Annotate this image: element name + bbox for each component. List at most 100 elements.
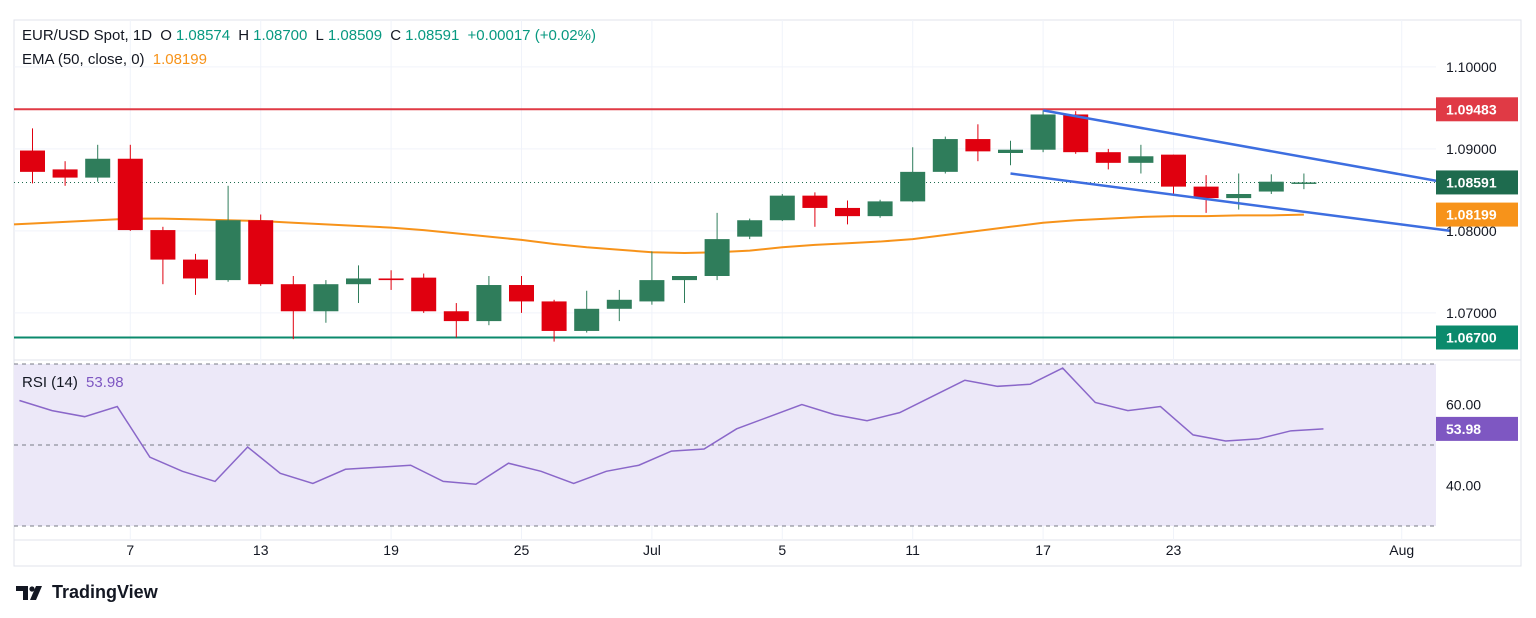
close-label: C	[390, 27, 402, 44]
time-tick-label: 13	[253, 542, 269, 558]
bearish-candle	[150, 226, 176, 285]
candle-body	[1291, 182, 1317, 184]
candle-body	[183, 259, 208, 279]
bullish-candle	[704, 212, 730, 281]
price-tick-label: 1.08000	[1446, 223, 1497, 239]
time-tick-label: 25	[514, 542, 530, 558]
bearish-candle	[835, 200, 860, 225]
bullish-candle	[1030, 110, 1056, 153]
time-tick-label: 23	[1166, 542, 1182, 558]
candle-body	[313, 284, 339, 312]
bullish-candle	[346, 265, 371, 304]
candle-body	[704, 239, 730, 276]
candle-body	[476, 285, 502, 322]
bullish-candle	[1291, 173, 1317, 190]
bullish-candle	[1258, 174, 1284, 194]
bullish-candle	[313, 280, 339, 323]
low-value: 1.08509	[327, 27, 383, 44]
candle-body	[835, 207, 860, 217]
bullish-candle	[1128, 144, 1154, 174]
bullish-candle	[769, 194, 795, 222]
bearish-candle	[117, 144, 143, 231]
support-badge	[1436, 325, 1518, 350]
rsi-badge-label: 53.98	[1446, 421, 1481, 437]
ema-value: 1.08199	[152, 51, 207, 68]
axes: 7 13 19 25 Jul 5 11 17 23 Aug 1.10000 1.09000 1.0800…	[126, 59, 1518, 558]
candle-body	[802, 195, 828, 208]
bearish-candle	[248, 214, 274, 286]
candle-body	[574, 308, 600, 331]
resistance-badge	[1436, 97, 1518, 122]
candle-body	[411, 277, 437, 312]
rsi-line	[19, 367, 1324, 486]
last-price-badge	[1436, 170, 1518, 195]
candle-body	[932, 139, 958, 172]
bearish-candle	[1193, 175, 1219, 213]
symbol-title: EUR/USD Spot, 1D	[22, 27, 153, 44]
bearish-candle	[965, 124, 991, 162]
change-value: +0.00017 (+0.02%)	[467, 27, 596, 44]
time-tick-label: Aug	[1389, 542, 1414, 558]
rsi-badge	[1436, 416, 1518, 441]
candle-body	[52, 169, 78, 178]
candle-body	[1226, 194, 1252, 199]
candle-body	[117, 158, 143, 231]
bearish-candle	[443, 303, 469, 338]
tradingview-brand[interactable]: TradingView	[16, 582, 158, 603]
brand-name: TradingView	[52, 582, 158, 602]
bearish-candle	[378, 270, 404, 290]
candle-body	[1030, 114, 1056, 150]
bullish-candle	[85, 144, 111, 182]
bullish-candle	[932, 136, 958, 174]
candle-body	[20, 150, 45, 172]
candle-body	[769, 195, 795, 221]
time-tick-label: Jul	[643, 542, 661, 558]
bullish-candle	[900, 147, 926, 203]
time-tick-label: 11	[905, 542, 920, 558]
bullish-candle	[574, 290, 600, 333]
bearish-candle	[183, 253, 208, 295]
close-value: 1.08591	[405, 27, 460, 44]
channel-lower-line	[1010, 172, 1451, 233]
candle-body	[1161, 154, 1186, 187]
candle-body	[737, 220, 763, 237]
candle-body	[900, 171, 926, 202]
ema-badge-label: 1.08199	[1446, 207, 1497, 223]
open-label: O	[160, 27, 172, 44]
bullish-candle	[215, 185, 241, 282]
candle-body	[248, 220, 274, 285]
bearish-candle	[20, 128, 45, 184]
chart-frame	[13, 19, 1522, 567]
candle-body	[150, 230, 176, 260]
bullish-candle	[998, 140, 1023, 166]
rsi-value: 53.98	[86, 374, 124, 391]
candle-body	[998, 149, 1023, 153]
price-tick-label: 1.09000	[1446, 141, 1497, 157]
candle-body	[346, 278, 371, 285]
bullish-candle	[737, 218, 763, 240]
resistance-badge-label: 1.09483	[1446, 101, 1497, 117]
bullish-candle	[606, 289, 632, 322]
bearish-candle	[1161, 154, 1186, 194]
bearish-candle	[802, 192, 828, 227]
price-tick-label: 1.10000	[1446, 59, 1497, 75]
price-tick-label: 1.07000	[1446, 305, 1497, 321]
bullish-candle	[672, 276, 697, 304]
rsi-tick-label: 60.00	[1446, 397, 1481, 413]
candle-body	[378, 278, 404, 281]
candle-body	[1128, 156, 1154, 163]
bearish-candle	[280, 276, 306, 340]
tradingview-logo-icon	[16, 585, 42, 600]
candle-body	[1095, 152, 1121, 163]
candle-body	[965, 139, 991, 152]
candle-body	[280, 284, 306, 312]
price-pane	[13, 108, 1451, 342]
support-badge-label: 1.06700	[1446, 330, 1497, 346]
candle-body	[541, 301, 567, 331]
ema-line	[13, 213, 1304, 255]
ema-legend: EMA (50, close, 0) 1.08199	[22, 51, 211, 68]
candle-body	[1258, 181, 1284, 192]
candle-body	[867, 201, 893, 217]
time-tick-label: 19	[383, 542, 399, 558]
low-label: L	[315, 27, 324, 44]
